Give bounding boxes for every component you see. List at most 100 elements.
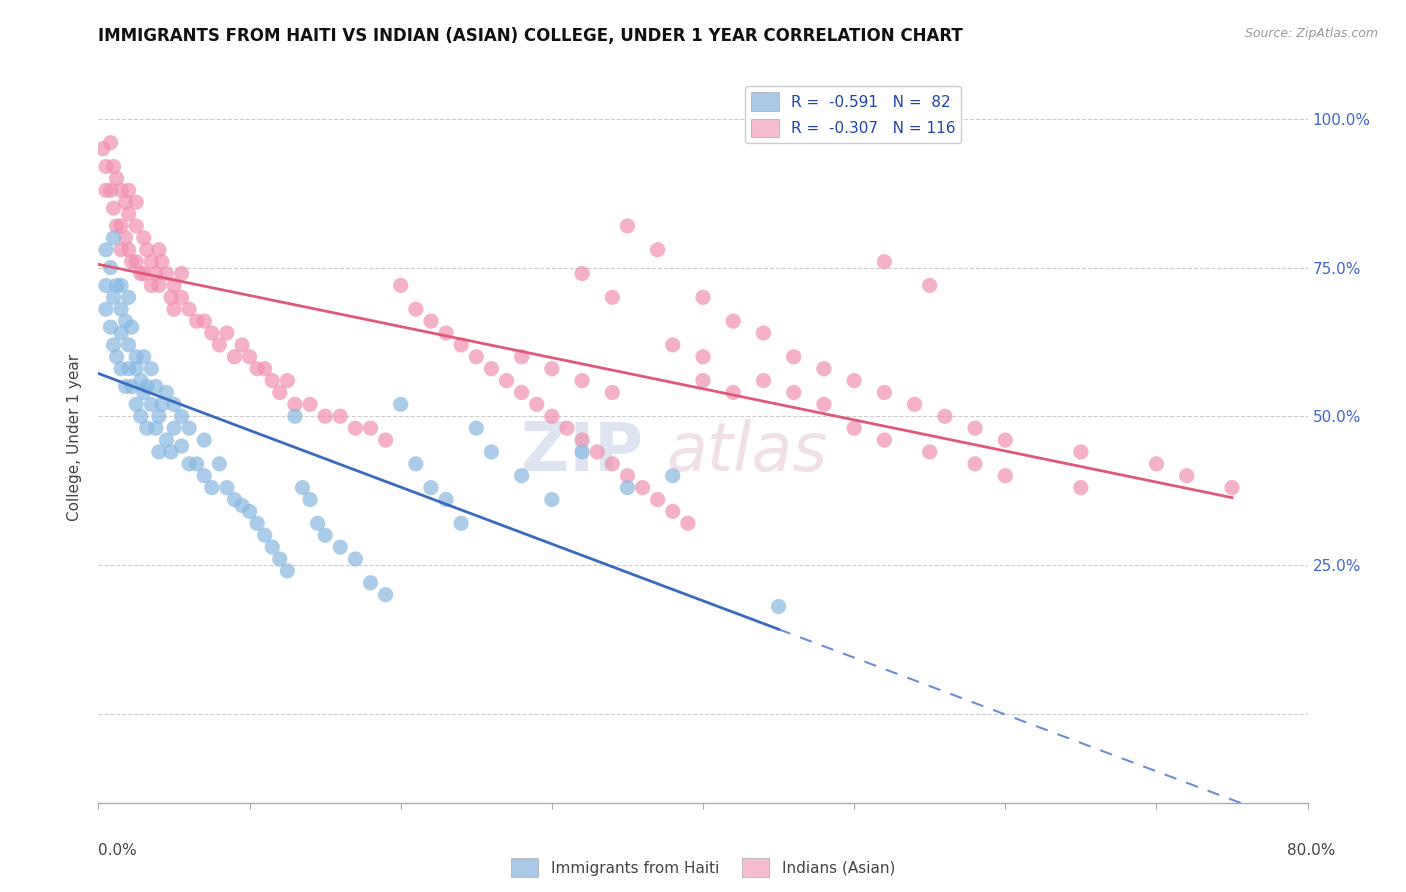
Point: [246, 516, 269, 531]
Point: [631, 481, 654, 495]
Point: [571, 445, 593, 459]
Point: [752, 374, 775, 388]
Point: [125, 219, 148, 233]
Point: [661, 504, 683, 518]
Point: [132, 231, 155, 245]
Point: [276, 374, 298, 388]
Point: [389, 278, 412, 293]
Point: [269, 385, 291, 400]
Point: [389, 397, 412, 411]
Point: [121, 379, 143, 393]
Point: [94, 160, 117, 174]
Point: [284, 409, 307, 424]
Point: [510, 385, 533, 400]
Point: [481, 361, 503, 376]
Point: [125, 195, 148, 210]
Point: [994, 433, 1017, 447]
Point: [253, 528, 276, 542]
Point: [616, 219, 638, 233]
Point: [224, 350, 246, 364]
Point: [661, 338, 683, 352]
Point: [135, 243, 157, 257]
Point: [100, 183, 122, 197]
Point: [94, 302, 117, 317]
Point: [208, 457, 231, 471]
Point: [179, 302, 201, 317]
Point: [374, 588, 396, 602]
Point: [1070, 445, 1092, 459]
Point: [145, 379, 167, 393]
Point: [934, 409, 956, 424]
Point: [602, 290, 624, 304]
Point: [132, 350, 155, 364]
Point: [299, 397, 322, 411]
Point: [1144, 457, 1167, 471]
Point: [105, 350, 128, 364]
Point: [723, 314, 745, 328]
Point: [246, 361, 269, 376]
Point: [208, 338, 231, 352]
Point: [783, 350, 806, 364]
Point: [125, 350, 148, 364]
Text: atlas: atlas: [666, 418, 828, 484]
Point: [450, 338, 472, 352]
Point: [510, 350, 533, 364]
Point: [201, 326, 224, 340]
Point: [299, 492, 322, 507]
Point: [163, 421, 186, 435]
Point: [420, 481, 443, 495]
Point: [965, 421, 987, 435]
Point: [125, 361, 148, 376]
Point: [540, 409, 562, 424]
Point: [135, 421, 157, 435]
Point: [284, 397, 307, 411]
Point: [163, 278, 186, 293]
Point: [145, 421, 167, 435]
Point: [344, 552, 367, 566]
Point: [571, 267, 593, 281]
Point: [405, 457, 427, 471]
Point: [918, 445, 941, 459]
Point: [526, 397, 548, 411]
Point: [904, 397, 927, 411]
Point: [150, 254, 173, 268]
Point: [129, 374, 152, 388]
Point: [100, 320, 122, 334]
Point: [160, 290, 183, 304]
Point: [510, 468, 533, 483]
Point: [647, 492, 669, 507]
Point: [918, 278, 941, 293]
Text: Source: ZipAtlas.com: Source: ZipAtlas.com: [1244, 27, 1378, 40]
Point: [150, 397, 173, 411]
Point: [103, 160, 125, 174]
Point: [110, 278, 132, 293]
Point: [148, 278, 170, 293]
Point: [118, 183, 141, 197]
Point: [215, 481, 238, 495]
Point: [314, 409, 336, 424]
Point: [360, 421, 382, 435]
Point: [103, 201, 125, 215]
Point: [114, 314, 136, 328]
Text: 0.0%: 0.0%: [98, 843, 138, 858]
Point: [121, 254, 143, 268]
Point: [450, 516, 472, 531]
Point: [141, 278, 163, 293]
Point: [465, 350, 488, 364]
Point: [193, 314, 215, 328]
Point: [141, 397, 163, 411]
Point: [420, 314, 443, 328]
Point: [155, 433, 177, 447]
Point: [344, 421, 367, 435]
Point: [145, 267, 167, 281]
Point: [193, 468, 215, 483]
Point: [465, 421, 488, 435]
Point: [269, 552, 291, 566]
Point: [405, 302, 427, 317]
Point: [103, 231, 125, 245]
Point: [374, 433, 396, 447]
Point: [276, 564, 298, 578]
Point: [813, 397, 835, 411]
Point: [129, 267, 152, 281]
Point: [170, 267, 193, 281]
